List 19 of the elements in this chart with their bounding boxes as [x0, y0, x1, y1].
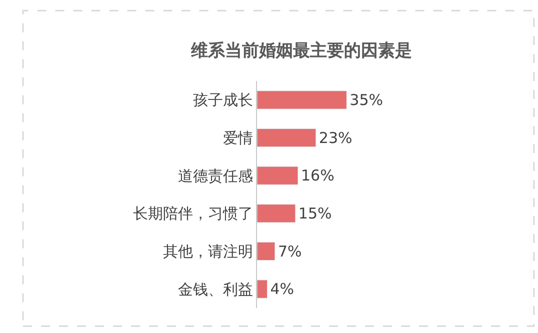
data-label: 35%	[350, 90, 384, 109]
data-label: 4%	[270, 280, 294, 298]
bar	[257, 204, 296, 223]
data-label: 16%	[300, 166, 334, 185]
bar	[257, 90, 347, 110]
bar	[257, 242, 276, 261]
y-tick-label: 金钱、利益	[178, 280, 253, 298]
y-tick-label: 长期陪伴，习惯了	[133, 204, 253, 223]
y-tick-label: 道德责任感	[178, 166, 253, 185]
y-tick-label: 其他，请注明	[163, 242, 253, 260]
data-label: 23%	[318, 128, 352, 147]
y-tick-label: 爱情	[223, 129, 253, 147]
data-label: 15%	[298, 204, 332, 222]
y-tick-label: 孩子成长	[193, 91, 253, 110]
bar	[257, 166, 298, 185]
bar	[257, 128, 316, 148]
data-label: 7%	[278, 242, 302, 260]
chart-title: 维系当前婚姻最主要的因素是	[190, 40, 412, 61]
bar	[257, 280, 268, 298]
